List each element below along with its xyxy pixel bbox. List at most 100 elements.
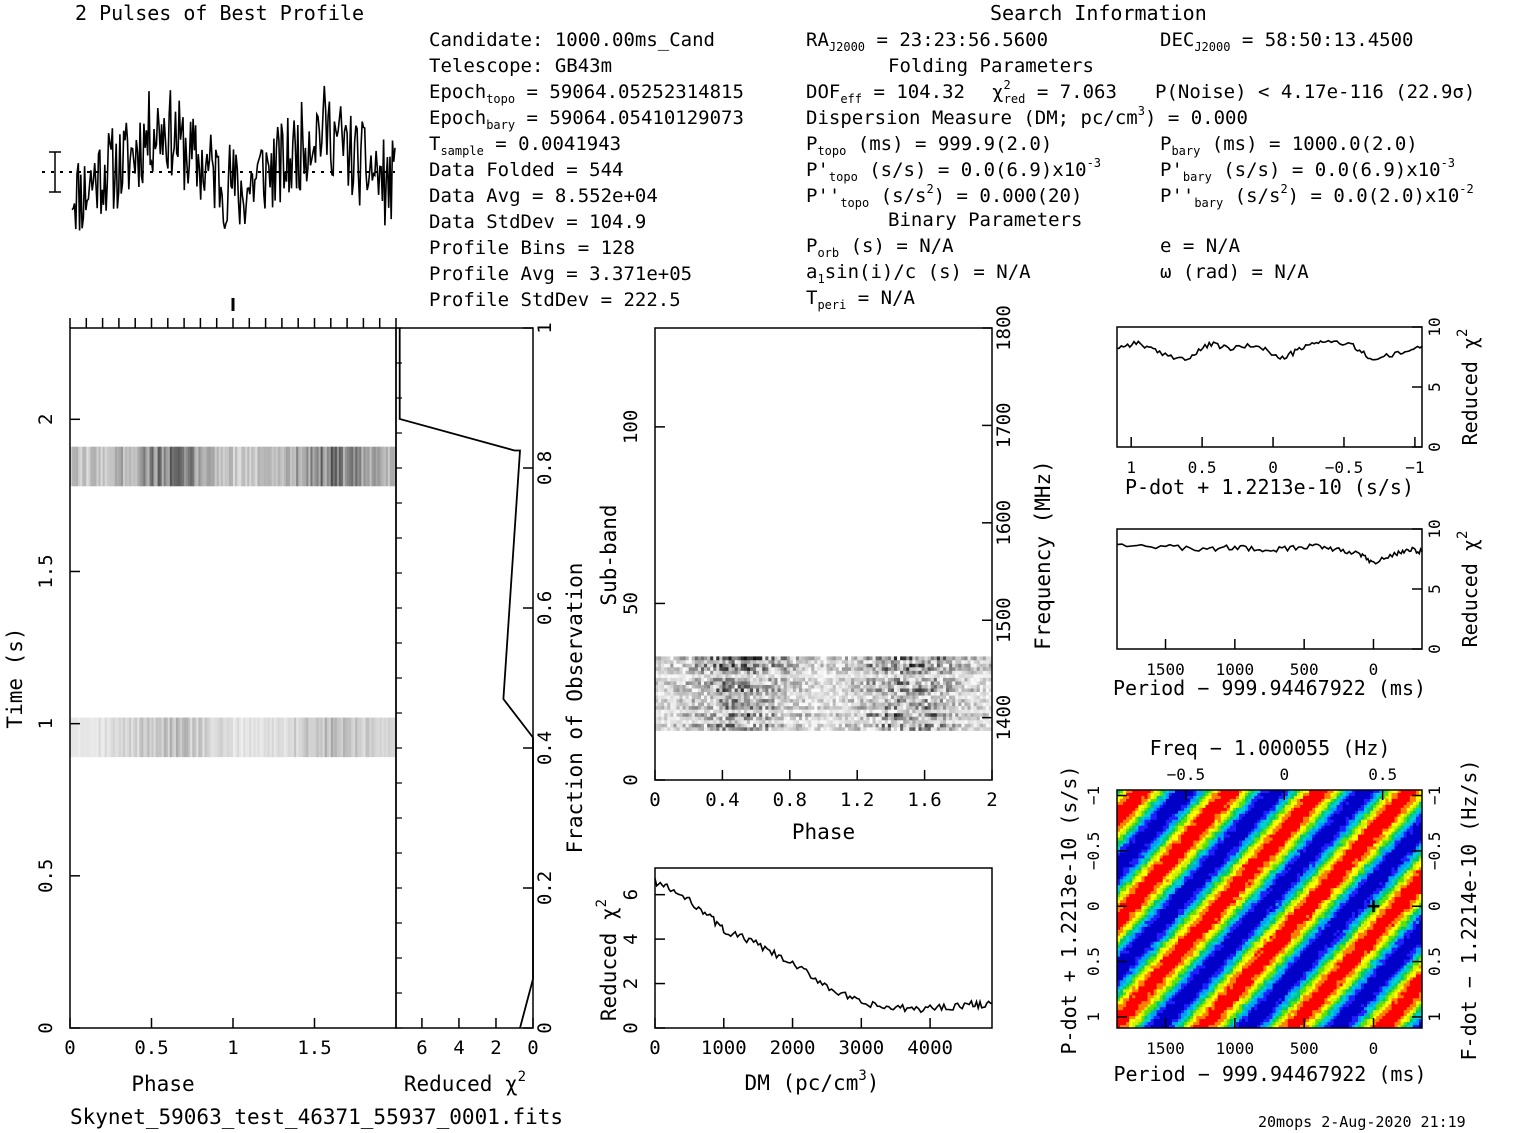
map-cell [1220,816,1225,821]
subband-cell [903,712,907,717]
map-cell [1336,807,1341,812]
map-cell [1418,813,1423,818]
subband-cell [725,705,729,710]
subband-cell [795,727,800,731]
info-value: = 59064.05410129073 [515,107,744,129]
subband-cell [832,681,837,685]
map-cell [1168,810,1173,815]
map-cell [1345,804,1350,809]
y-axis-label-main: Reduced χ [1458,539,1482,647]
map-cell [1306,834,1310,839]
tick-label: 0 [649,1037,660,1059]
subband-cell [719,674,723,678]
map-cell [1290,825,1295,830]
subband-cell [820,716,824,721]
subband-cell [780,716,784,721]
subband-cell [918,709,922,714]
subband-cell [688,695,693,700]
map-cell [1357,849,1362,853]
map-cell [1147,807,1151,812]
subband-cell [795,719,800,724]
subband-cell [958,727,962,731]
map-cell [1239,819,1243,824]
subband-cell [768,698,772,703]
map-cell [1223,790,1228,794]
map-cell [1178,846,1182,850]
subband-cell [982,695,987,700]
map-cell [1144,828,1148,833]
map-cell [1333,834,1337,839]
map-cell [1303,810,1307,815]
subband-cell [890,681,895,685]
map-cell [1211,828,1215,833]
subband-cell [805,670,809,675]
map-cell [1415,798,1420,803]
map-cell [1199,834,1203,839]
subband-cell [734,656,739,661]
band-cell [196,717,199,758]
map-cell [1418,804,1423,809]
subband-cell [756,674,760,678]
subband-cell [921,667,925,671]
plot-frame [395,327,534,1029]
map-cell [1351,837,1356,841]
subband-cell [728,698,732,703]
tick-label: 0 [1425,442,1444,452]
map-cell [1373,846,1377,850]
subband-cell [909,681,913,685]
map-cell [1357,810,1362,815]
subband-cell [795,670,800,675]
subband-cell [786,688,791,693]
map-cell [1306,822,1310,827]
subband-cell [795,702,800,707]
subband-cell [704,681,708,685]
map-cell [1229,804,1234,809]
band-cell [228,446,232,487]
map-cell [1168,813,1173,818]
subband-cell [716,712,720,717]
subband-cell [713,695,717,700]
subband-cell [664,705,668,710]
map-cell [1168,846,1173,850]
map-cell [1409,843,1414,847]
subband-cell [893,716,898,721]
subband-cell [710,659,714,664]
subband-cell [789,698,794,703]
subband-cell [762,656,766,661]
map-cell [1239,822,1243,827]
info-subscript: topo [486,92,515,106]
subband-cell [700,702,705,707]
map-cell [1367,810,1371,815]
tick-label: 0.5 [134,1037,168,1059]
map-cell [1168,816,1173,821]
map-cell [1153,852,1158,856]
map-cell [1412,798,1417,803]
band-cell [200,717,203,758]
map-cell [1293,816,1298,821]
band-cell [202,446,205,487]
map-cell [1272,840,1276,844]
map-cell [1348,846,1353,850]
map-cell [1345,840,1350,844]
subband-cell [927,691,932,696]
subband-cell [798,688,803,693]
subband-cell [906,723,910,728]
map-cell [1415,822,1420,827]
map-cell [1336,798,1341,803]
subband-cell [746,698,751,703]
subband-cell [753,677,757,682]
map-cell [1120,822,1124,827]
subband-cell [884,709,889,714]
subband-cell [851,698,855,703]
map-cell [1135,837,1139,841]
map-cell [1235,831,1240,836]
map-cell [1248,834,1252,839]
subband-cell [731,719,735,724]
subband-cell [713,674,717,678]
subband-cell [832,695,837,700]
map-cell [1208,795,1212,800]
map-cell [1196,846,1200,850]
map-cell [1287,810,1292,815]
map-cell [1364,837,1368,841]
subband-cell [765,719,769,724]
